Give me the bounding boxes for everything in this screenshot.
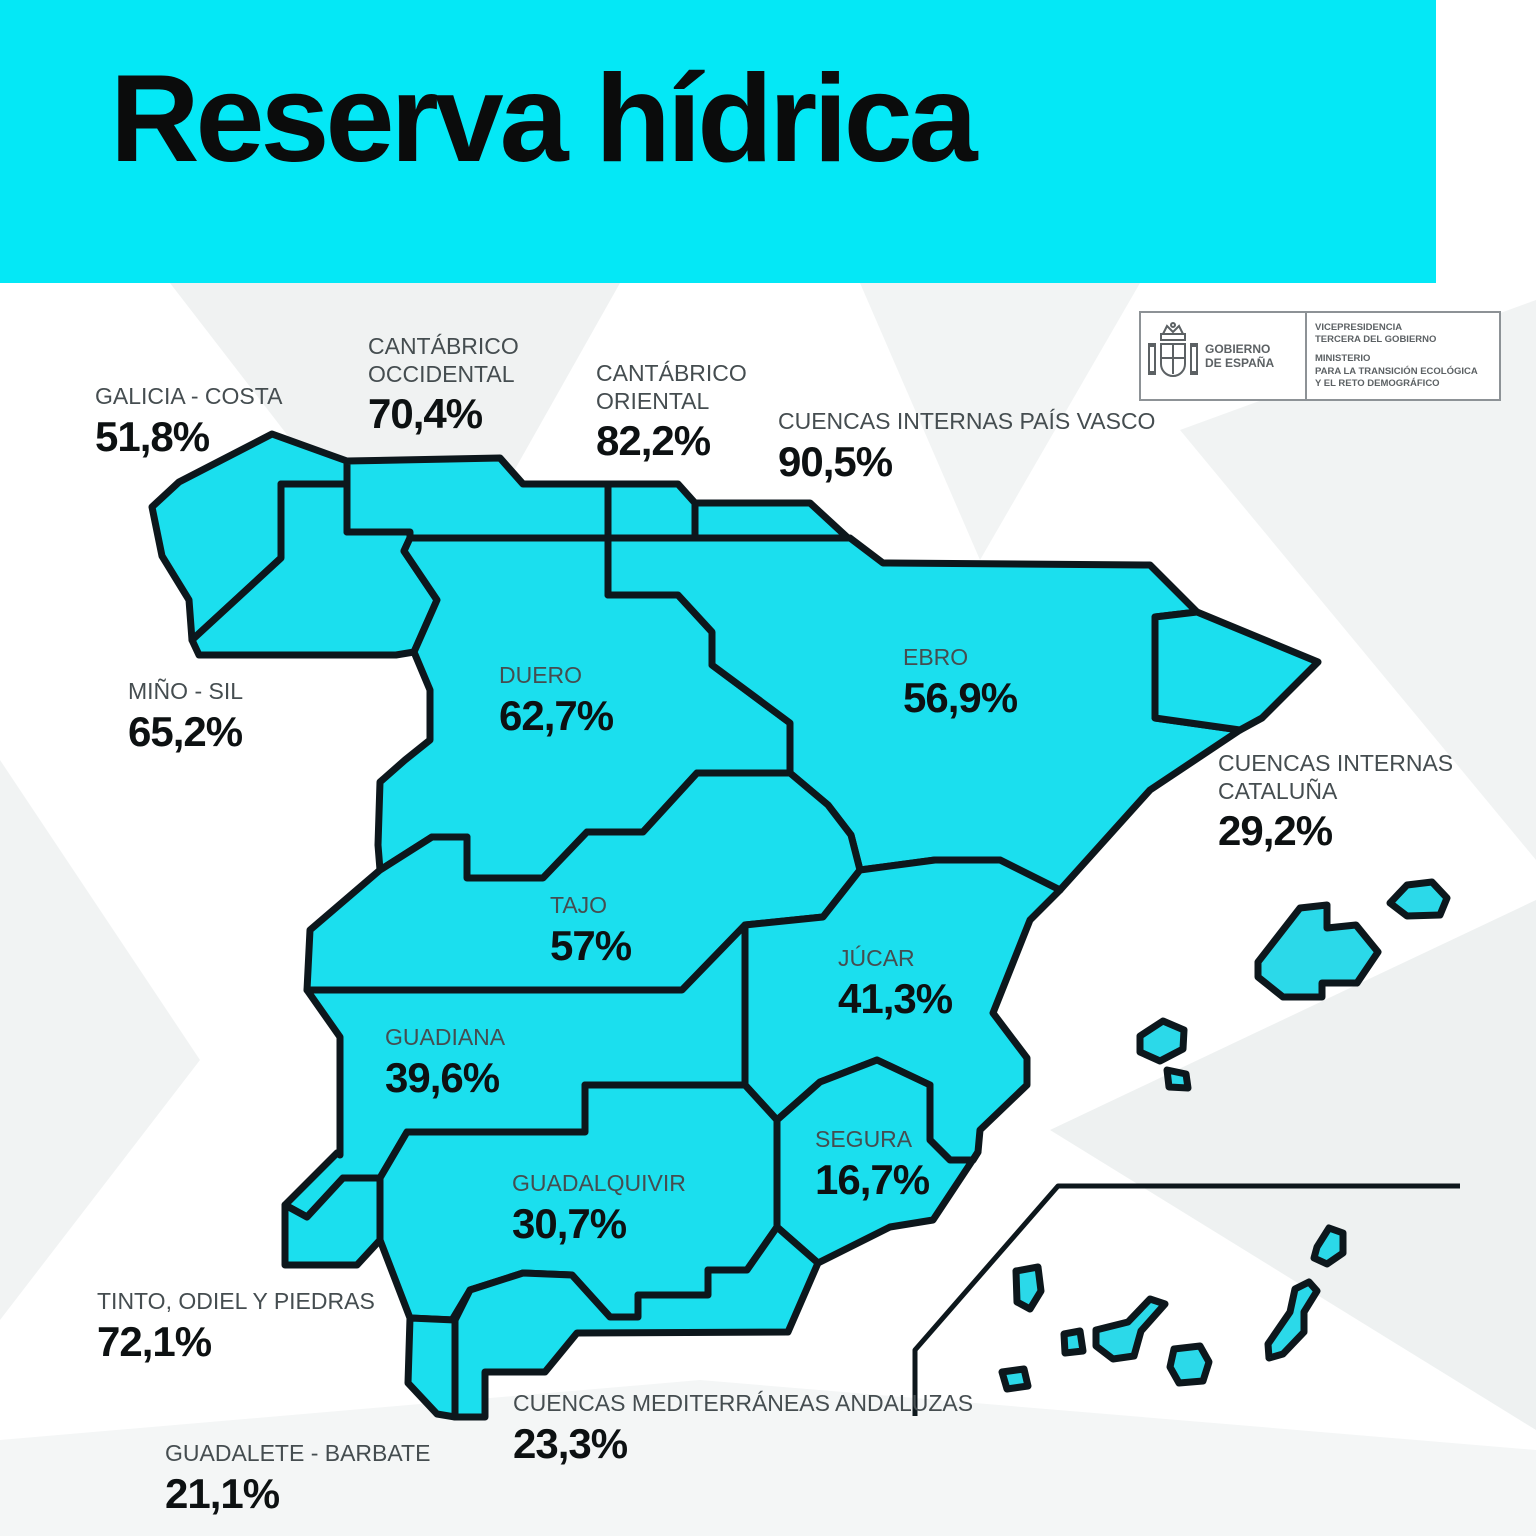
canary-inset-box bbox=[912, 1183, 1460, 1416]
label-cataluna: CUENCAS INTERNAS CATALUÑA 29,2% bbox=[1218, 750, 1453, 855]
basin-value: 65,2% bbox=[128, 707, 243, 755]
basin-name: JÚCAR bbox=[838, 945, 915, 971]
label-segura: SEGURA 16,7% bbox=[815, 1126, 930, 1204]
basin-name: CUENCAS INTERNAS CATALUÑA bbox=[1218, 750, 1454, 804]
label-cantabrico-oriental: CANTÁBRICO ORIENTAL 82,2% bbox=[596, 360, 747, 465]
basin-name: TINTO, ODIEL Y PIEDRAS bbox=[97, 1288, 375, 1314]
region-cataluna bbox=[1151, 608, 1322, 734]
island-la-palma bbox=[1012, 1263, 1045, 1313]
spain-coat-of-arms-icon bbox=[1148, 322, 1198, 378]
background-facet bbox=[0, 1380, 1536, 1536]
label-med-andaluzas: CUENCAS MEDITERRÁNEAS ANDALUZAS 23,3% bbox=[513, 1390, 973, 1468]
island-menorca bbox=[1386, 878, 1451, 920]
background-facet bbox=[1050, 900, 1536, 1430]
label-duero: DUERO 62,7% bbox=[499, 662, 614, 740]
ministerio-logo-cell: VICEPRESIDENCIA TERCERA DEL GOBIERNO MIN… bbox=[1305, 311, 1501, 401]
header-band: Reserva hídrica bbox=[0, 0, 1436, 283]
label-guadiana: GUADIANA 39,6% bbox=[385, 1024, 505, 1102]
background-facet bbox=[1180, 300, 1536, 860]
ministerio-text: MINISTERIO PARA LA TRANSICIÓN ECOLÓGICA … bbox=[1315, 353, 1478, 390]
label-tajo: TAJO 57% bbox=[550, 892, 632, 970]
basin-name: GUADALQUIVIR bbox=[512, 1170, 686, 1196]
basin-name: SEGURA bbox=[815, 1126, 913, 1152]
region-med-andaluzas bbox=[451, 1223, 822, 1421]
basin-value: 51,8% bbox=[95, 412, 210, 460]
island-lanzarote bbox=[1310, 1224, 1347, 1268]
gobierno-logo-cell: GOBIERNO DE ESPAÑA bbox=[1139, 311, 1307, 401]
basin-value: 21,1% bbox=[165, 1469, 280, 1517]
basin-value: 30,7% bbox=[512, 1199, 627, 1247]
island-mallorca bbox=[1254, 901, 1382, 1001]
region-guadalete-barbate bbox=[404, 1314, 459, 1421]
island-tenerife bbox=[1092, 1295, 1169, 1363]
island-gran-canaria bbox=[1166, 1342, 1213, 1387]
island-el-hierro bbox=[998, 1365, 1032, 1393]
page-title: Reserva hídrica bbox=[110, 50, 978, 188]
basin-value: 72,1% bbox=[97, 1317, 212, 1365]
label-galicia-costa: GALICIA - COSTA 51,8% bbox=[95, 383, 282, 461]
label-jucar: JÚCAR 41,3% bbox=[838, 945, 953, 1023]
map-regions bbox=[148, 430, 1322, 1421]
basin-value: 62,7% bbox=[499, 691, 614, 739]
label-ebro: EBRO 56,9% bbox=[903, 644, 1018, 722]
basin-name: MIÑO - SIL bbox=[128, 678, 244, 704]
basin-value: 56,9% bbox=[903, 673, 1018, 721]
basin-name: CUENCAS MEDITERRÁNEAS ANDALUZAS bbox=[513, 1390, 974, 1416]
basin-name: GUADALETE - BARBATE bbox=[165, 1440, 431, 1466]
vicepresidencia-text: VICEPRESIDENCIA TERCERA DEL GOBIERNO bbox=[1315, 321, 1437, 345]
label-cantabrico-occidental: CANTÁBRICO OCCIDENTAL 70,4% bbox=[368, 333, 519, 438]
basin-value: 70,4% bbox=[368, 390, 483, 438]
island-la-gomera bbox=[1060, 1327, 1087, 1357]
island-ibiza bbox=[1136, 1017, 1188, 1065]
basin-value: 57% bbox=[550, 921, 632, 969]
basin-name: GUADIANA bbox=[385, 1024, 506, 1050]
map-islands bbox=[998, 878, 1451, 1393]
basin-name: CANTÁBRICO ORIENTAL bbox=[596, 360, 747, 414]
label-pais-vasco: CUENCAS INTERNAS PAÍS VASCO 90,5% bbox=[778, 408, 1155, 486]
government-logo: GOBIERNO DE ESPAÑA VICEPRESIDENCIA TERCE… bbox=[1139, 311, 1501, 401]
basin-value: 29,2% bbox=[1218, 807, 1333, 855]
basin-name: DUERO bbox=[499, 662, 583, 688]
label-guadalquivir: GUADALQUIVIR 30,7% bbox=[512, 1170, 686, 1248]
basin-value: 82,2% bbox=[596, 417, 711, 465]
background-facet bbox=[0, 760, 200, 1320]
island-formentera bbox=[1163, 1066, 1192, 1092]
basin-value: 39,6% bbox=[385, 1053, 500, 1101]
basin-name: CUENCAS INTERNAS PAÍS VASCO bbox=[778, 408, 1156, 434]
basin-value: 23,3% bbox=[513, 1419, 628, 1467]
label-mino-sil: MIÑO - SIL 65,2% bbox=[128, 678, 243, 756]
gobierno-text: GOBIERNO DE ESPAÑA bbox=[1205, 341, 1275, 370]
background-facet bbox=[860, 283, 1140, 560]
canary-box-line bbox=[912, 1183, 1460, 1416]
label-guadalete-barbate: GUADALETE - BARBATE 21,1% bbox=[165, 1440, 430, 1518]
island-fuerteventura bbox=[1264, 1278, 1321, 1362]
basin-name: TAJO bbox=[550, 892, 608, 918]
basin-value: 41,3% bbox=[838, 974, 953, 1022]
background-facet bbox=[170, 283, 620, 620]
basin-name: CANTÁBRICO OCCIDENTAL bbox=[368, 333, 519, 387]
basin-name: EBRO bbox=[903, 644, 969, 670]
label-tinto-odiel-piedras: TINTO, ODIEL Y PIEDRAS 72,1% bbox=[97, 1288, 375, 1366]
basin-name: GALICIA - COSTA bbox=[95, 383, 283, 409]
basin-value: 90,5% bbox=[778, 437, 893, 485]
basin-value: 16,7% bbox=[815, 1155, 930, 1203]
background-facets bbox=[0, 283, 1536, 1536]
